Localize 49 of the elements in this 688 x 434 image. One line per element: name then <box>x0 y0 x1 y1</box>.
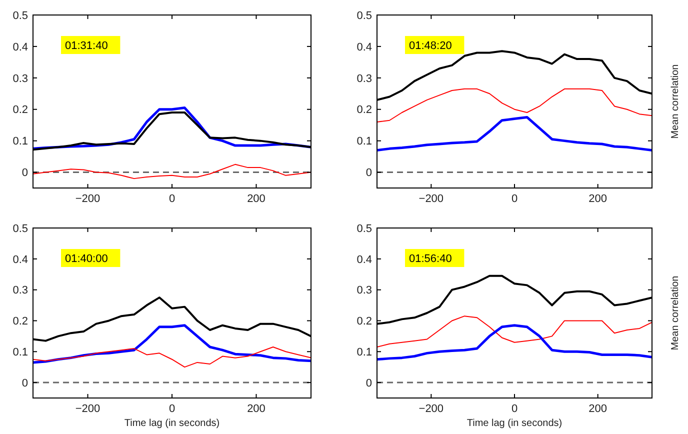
annotation: 01:56:40 <box>409 253 452 265</box>
y-tick-label: 0.3 <box>356 72 372 85</box>
y-tick-label: 0.3 <box>356 284 372 297</box>
x-axis-title: Time lag (in seconds) <box>466 418 562 429</box>
x-tick-label: −200 <box>418 193 444 205</box>
y-tick-label: 0.4 <box>356 41 372 54</box>
y-tick-label: 0.1 <box>356 346 372 358</box>
x-tick-label: 0 <box>511 193 518 205</box>
y-axis-title: Mean correlation <box>670 276 681 350</box>
x-tick-label: −200 <box>418 403 444 415</box>
y-tick-label: 0.5 <box>356 10 372 22</box>
y-tick-label: 0.1 <box>12 346 28 358</box>
x-tick-label: 0 <box>511 403 518 415</box>
y-tick-label: 0.2 <box>356 316 372 328</box>
x-tick-label: −200 <box>75 403 100 415</box>
y-tick-label: 0.5 <box>12 222 28 235</box>
y-tick-label: 0.1 <box>356 136 372 148</box>
y-tick-label: 0.2 <box>356 104 372 116</box>
line-series <box>377 316 652 348</box>
line-series <box>377 88 652 122</box>
x-axis-title: Time lag (in seconds) <box>124 418 220 429</box>
y-tick-label: 0.5 <box>12 10 28 22</box>
x-tick-label: 0 <box>168 193 176 205</box>
y-axis-title: Mean correlation <box>670 64 681 139</box>
y-tick-label: 0.3 <box>12 72 28 85</box>
x-tick-label: 200 <box>247 193 266 205</box>
line-series <box>377 324 652 361</box>
y-tick-label: 0 <box>366 167 372 180</box>
y-tick-label: 0.2 <box>12 104 28 116</box>
y-tick-label: 0.4 <box>12 254 28 266</box>
line-series <box>377 116 652 152</box>
x-tick-label: 200 <box>588 403 608 415</box>
x-tick-label: 0 <box>168 403 176 415</box>
annotation: 01:40:00 <box>65 253 108 265</box>
y-tick-label: 0.3 <box>12 284 28 297</box>
line-series <box>33 346 311 368</box>
annotation: 01:48:20 <box>409 40 452 52</box>
y-tick-label: 0 <box>366 377 372 390</box>
x-tick-label: 200 <box>247 403 266 415</box>
x-tick-label: 200 <box>588 193 608 205</box>
y-tick-label: 0.1 <box>12 136 28 148</box>
annotation: 01:31:40 <box>65 40 108 52</box>
y-tick-label: 0 <box>22 377 28 390</box>
x-tick-label: −200 <box>75 193 100 205</box>
y-tick-label: 0.2 <box>12 316 28 328</box>
y-tick-label: 0 <box>22 167 28 180</box>
y-tick-label: 0.4 <box>12 41 28 54</box>
y-tick-label: 0.5 <box>356 222 372 235</box>
y-tick-label: 0.4 <box>356 254 372 266</box>
